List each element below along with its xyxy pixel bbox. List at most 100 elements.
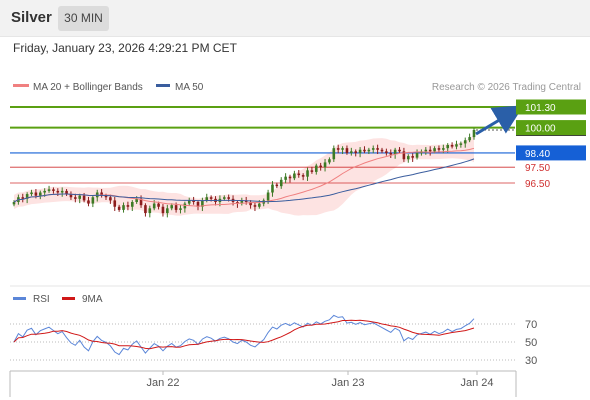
candle [450,142,454,149]
x-axis-labels: Jan 22 Jan 23 Jan 24 [146,371,494,389]
candle [38,190,42,200]
candle [341,146,344,155]
candle [424,147,428,155]
candle [393,147,397,159]
rsi-ma-legend-swatch [62,297,75,300]
x-tick-label: Jan 23 [331,377,364,389]
candle [459,141,463,148]
candle [113,196,117,212]
ma50-line [13,158,475,203]
price-levels [10,106,515,184]
candle [363,146,366,154]
candle [310,166,314,174]
candle [179,204,182,214]
candle [201,197,204,212]
candle [271,181,274,197]
candle [47,185,51,193]
candle [323,158,327,172]
candle [437,145,441,153]
level-badge-2 [516,145,586,161]
candle [345,145,349,155]
candle [249,200,252,209]
candle [74,193,77,203]
bb-legend-swatch [13,84,29,87]
level-label-0: 101.30 [525,103,556,114]
candle [319,162,322,171]
instrument-title: Silver [11,9,52,26]
candle [428,146,432,156]
candle [148,205,152,218]
candle [60,187,64,197]
candle [301,173,305,181]
level-badge-1 [516,120,586,136]
candle [236,200,239,208]
candle [69,191,73,200]
candle [297,170,301,178]
candle [402,147,406,162]
rsi-tick-50: 50 [525,337,537,349]
ma50-legend-label: MA 50 [175,82,204,93]
candle [389,149,393,158]
candle [468,133,471,143]
candle [380,147,384,154]
level-tag-resistance-0: 101.30 [516,99,586,115]
candle [411,153,414,162]
rsi-grid: 70 50 30 [10,319,537,367]
candle [157,201,160,210]
rsi-legend-swatch [13,297,26,300]
candle [306,167,309,181]
level-tag-pivot-2: 98.40 [516,145,586,161]
candle [284,173,287,184]
bb-legend-label: MA 20 + Bollinger Bands [33,82,143,93]
candle [21,193,25,203]
candle [122,202,125,213]
candle [350,147,353,156]
candle [166,204,169,218]
rsi-legend-label: RSI [33,294,50,305]
candle [354,149,358,157]
level-label-3: 97.50 [525,163,550,174]
candle [130,200,134,212]
bollinger-band-fill [14,134,474,216]
candle [222,195,226,201]
candle [12,200,16,207]
level-tag-support-4: 96.50 [525,179,550,190]
level-badge-0 [516,99,586,115]
rsi-tick-70: 70 [525,319,537,331]
candle [91,195,95,208]
candle [415,149,419,160]
candle [398,147,401,154]
level-tag-support-3: 97.50 [525,163,550,174]
candle [65,189,68,196]
candle [187,197,191,206]
x-tick-label: Jan 24 [460,377,493,389]
ma50-legend-swatch [156,84,170,87]
rsi-lines [13,314,475,356]
timeframe-button[interactable]: 30 MIN [58,6,109,31]
candlestick-series [12,128,476,218]
candle [328,157,331,165]
candle [275,182,279,189]
rsi-line [13,314,475,356]
header-bar: Silver 30 MIN [0,0,590,37]
candle [336,144,340,154]
candle [279,177,283,189]
candle [358,147,362,158]
level-label-4: 96.50 [525,179,550,190]
rsi-tick-30: 30 [525,355,537,367]
rsi-ma-line [13,319,475,350]
level-tag-resistance-1: 100.00 [516,120,586,136]
candle [161,204,165,217]
candle [87,196,90,207]
level-label-1: 100.00 [525,124,556,135]
candle [472,128,476,140]
level-label-2: 98.40 [525,149,550,160]
candle [376,144,379,155]
candle [253,202,257,212]
credit-text: Research © 2026 Trading Central [432,82,581,93]
candle [100,189,103,198]
candle [446,143,450,153]
candle [196,200,200,211]
